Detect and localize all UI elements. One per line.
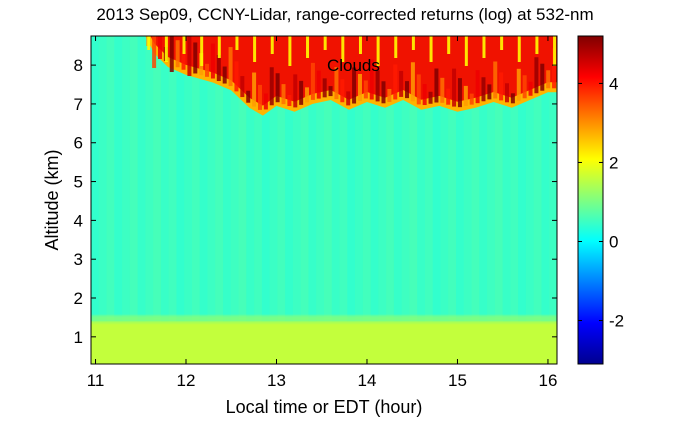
plot-area [90, 35, 558, 365]
cloud-layer [145, 36, 557, 116]
y-tick-label: 7 [74, 95, 83, 114]
chart-title: 2013 Sep09, CCNY-Lidar, range-corrected … [96, 5, 593, 24]
x-tick-label: 13 [267, 371, 286, 390]
colorbar-tick-label: 0 [609, 232, 618, 251]
y-tick-label: 1 [74, 328, 83, 347]
y-tick-label: 8 [74, 56, 83, 75]
x-tick-label: 16 [538, 371, 557, 390]
clouds-annotation: Clouds [327, 56, 380, 75]
y-axis-label: Altitude (km) [42, 149, 62, 250]
x-tick-label: 14 [358, 371, 377, 390]
x-tick-label: 11 [87, 371, 105, 390]
y-tick-label: 3 [74, 250, 83, 269]
colorbar-tick-label: -2 [609, 312, 624, 331]
x-axis-label: Local time or EDT (hour) [226, 397, 423, 417]
colorbar-tick-label: 2 [609, 153, 618, 172]
x-tick-label: 15 [448, 371, 467, 390]
x-tick-label: 12 [177, 371, 196, 390]
y-tick-label: 5 [74, 173, 83, 192]
y-tick-label: 4 [74, 211, 83, 230]
y-tick-label: 2 [74, 289, 83, 308]
y-tick-label: 6 [74, 134, 83, 153]
colorbar-tick-label: 4 [609, 74, 618, 93]
boundary-layer [91, 315, 557, 364]
colorbar [577, 35, 604, 365]
